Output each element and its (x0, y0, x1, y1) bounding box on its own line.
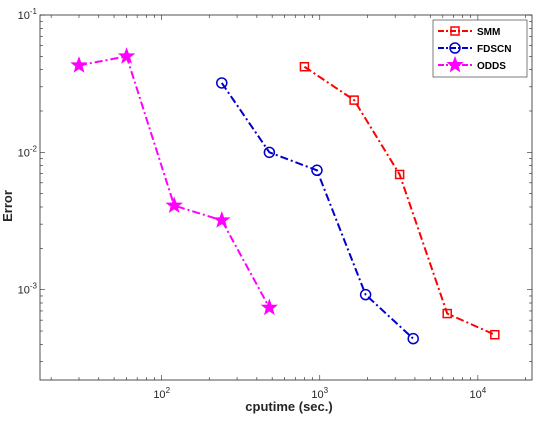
series-odds (70, 47, 279, 316)
data-point-fdscn (407, 332, 419, 345)
legend-label-smm: SMM (477, 27, 500, 38)
x-axis-ticks: 102 103 104 (50, 15, 526, 401)
y-axis-label: Error (0, 190, 15, 222)
data-point-odds (70, 56, 88, 73)
legend-marker-fdscn (449, 42, 461, 54)
series-line-fdscn (220, 82, 414, 340)
series-fdscn (216, 77, 419, 345)
data-point-odds (260, 298, 279, 316)
legend: SMM FDSCN ODDS (432, 19, 528, 78)
legend-label-fdscn: FDSCN (477, 44, 511, 55)
series-line-smm (303, 65, 496, 336)
legend-marker-odds (446, 55, 464, 73)
x-tick-label: 102 (153, 386, 170, 401)
data-point-smm (490, 329, 500, 340)
data-point-smm (299, 61, 310, 72)
legend-box (432, 19, 528, 78)
data-point-odds (213, 211, 231, 228)
legend-marker-smm (450, 26, 460, 36)
data-point-fdscn (311, 164, 323, 177)
y-tick-label: 10-2 (18, 144, 38, 159)
data-point-fdscn (216, 77, 228, 89)
legend-label-odds: ODDS (477, 61, 506, 72)
y-tick-label: 10-1 (18, 7, 38, 22)
data-point-smm (442, 308, 452, 319)
data-point-smm (394, 169, 405, 180)
series-line-odds (78, 55, 271, 309)
x-tick-label: 104 (470, 386, 487, 401)
series-smm (299, 61, 500, 340)
x-tick-label: 103 (311, 386, 328, 401)
x-axis-label: cputime (sec.) (245, 399, 332, 414)
data-point-fdscn (359, 288, 372, 301)
y-axis-ticks: 10-3 10-2 10-1 (18, 7, 532, 362)
data-point-odds (165, 196, 183, 213)
data-point-smm (349, 95, 359, 105)
series-layer (70, 47, 500, 345)
data-point-odds (117, 47, 136, 64)
data-point-fdscn (263, 146, 276, 159)
y-tick-label: 10-3 (18, 282, 38, 297)
